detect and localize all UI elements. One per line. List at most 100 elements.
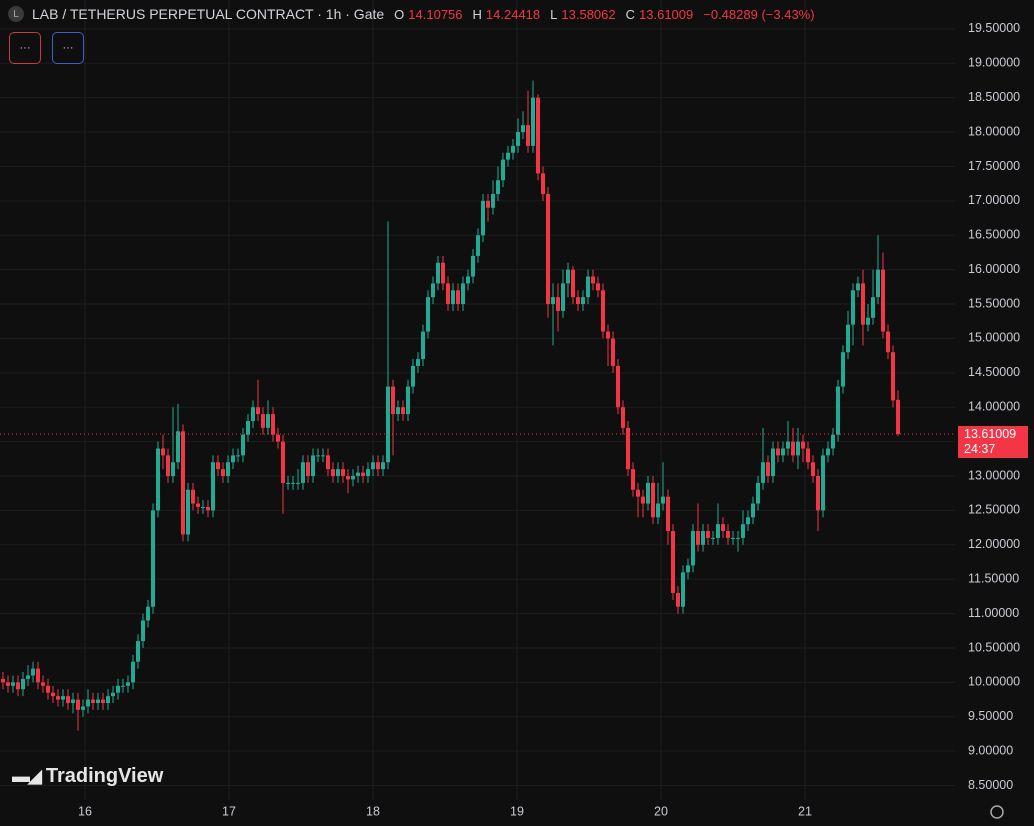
candle-body (81, 706, 85, 710)
candle-body (276, 434, 280, 442)
candle-body (421, 331, 425, 360)
candle-body (326, 455, 330, 470)
candle-body (766, 462, 770, 477)
candle-body (521, 125, 525, 133)
candle-body (806, 448, 810, 463)
candle-body (66, 696, 70, 704)
x-tick-label: 20 (654, 804, 668, 818)
candle-body (451, 290, 455, 305)
candle-body (41, 682, 45, 686)
candle-body (666, 496, 670, 532)
candle-body (371, 462, 375, 470)
candle-body (196, 503, 200, 507)
candle-body (146, 606, 150, 621)
candle-body (726, 531, 730, 538)
candle-body (176, 431, 180, 463)
last-price: 13.61009 (964, 427, 1017, 441)
candle-body (606, 331, 610, 339)
candle-body (641, 496, 645, 504)
candle-body (881, 269, 885, 332)
candle-body (501, 159, 505, 181)
y-tick-label: 12.50000 (968, 503, 1020, 517)
ohlc-key: L (550, 6, 558, 22)
candle-body (151, 510, 155, 607)
indicator-button[interactable]: ··· (52, 32, 84, 64)
candle-body (351, 476, 355, 480)
candle-body (791, 441, 795, 456)
candle-body (496, 180, 500, 194)
candle-body (56, 696, 60, 700)
y-tick-label: 18.00000 (968, 124, 1020, 138)
candle-body (696, 531, 700, 545)
candle-body (656, 503, 660, 518)
ohlc-key: O (394, 6, 405, 22)
y-tick-label: 9.50000 (968, 709, 1013, 723)
candle-body (611, 338, 615, 366)
candle-body (416, 359, 420, 366)
candle-body (571, 269, 575, 298)
logo: ▬◢ TradingView (12, 765, 163, 788)
candle-body (161, 448, 165, 456)
candle-body (246, 420, 250, 435)
y-tick-label: 15.00000 (968, 331, 1020, 345)
candle-body (486, 200, 490, 208)
candle-body (646, 482, 650, 504)
candle-body (516, 132, 520, 146)
candle-body (116, 685, 120, 693)
logo-text: TradingView (45, 765, 164, 787)
candle-body (166, 455, 170, 477)
candle-body (76, 699, 80, 710)
x-tick-label: 16 (78, 804, 92, 818)
candle-body (731, 537, 735, 539)
candle-body (121, 685, 125, 687)
y-tick-label: 16.00000 (968, 262, 1020, 276)
candle-body (551, 297, 555, 305)
candle-body (36, 668, 40, 683)
candle-body (826, 448, 830, 456)
candle-body (306, 462, 310, 477)
candle-body (691, 531, 695, 566)
candle-body (871, 297, 875, 318)
candle-body (6, 682, 10, 686)
candle-body (596, 283, 600, 291)
candle-body (681, 572, 685, 607)
x-tick-label: 17 (222, 804, 236, 818)
candle-body (251, 407, 255, 421)
candle-body (506, 152, 510, 160)
candle-body (471, 255, 475, 277)
candle-body (311, 455, 315, 477)
ohlc-key: H (472, 6, 482, 22)
candle-body (581, 297, 585, 305)
y-tick-label: 17.00000 (968, 193, 1020, 207)
ohlc-value: 14.24418 (485, 6, 541, 22)
candle-body (801, 441, 805, 449)
candle-body (236, 455, 240, 457)
y-tick-label: 12.00000 (968, 537, 1020, 551)
candle-body (686, 565, 690, 573)
candle-body (856, 283, 860, 291)
candle-body (341, 469, 345, 477)
candle-body (561, 283, 565, 311)
y-tick-label: 19.00000 (968, 56, 1020, 70)
candle-body (296, 482, 300, 484)
ohlc-key: C (625, 6, 636, 22)
candle-body (616, 365, 620, 408)
y-tick-label: 11.50000 (968, 571, 1019, 585)
candle-body (721, 524, 725, 532)
candle-body (26, 675, 30, 679)
candle-body (861, 283, 865, 325)
candle-body (466, 276, 470, 284)
candle-body (651, 482, 655, 518)
candle-body (51, 692, 55, 697)
ohlc-value: 13.61009 (639, 6, 694, 22)
candle-body (441, 262, 445, 284)
candle-body (481, 200, 485, 236)
indicator-button[interactable]: ··· (9, 32, 41, 64)
candle-body (71, 699, 75, 704)
candle-body (286, 482, 290, 484)
candle-body (756, 482, 760, 504)
candle-body (156, 448, 160, 511)
candle-body (706, 531, 710, 538)
x-tick-label: 19 (510, 804, 524, 818)
